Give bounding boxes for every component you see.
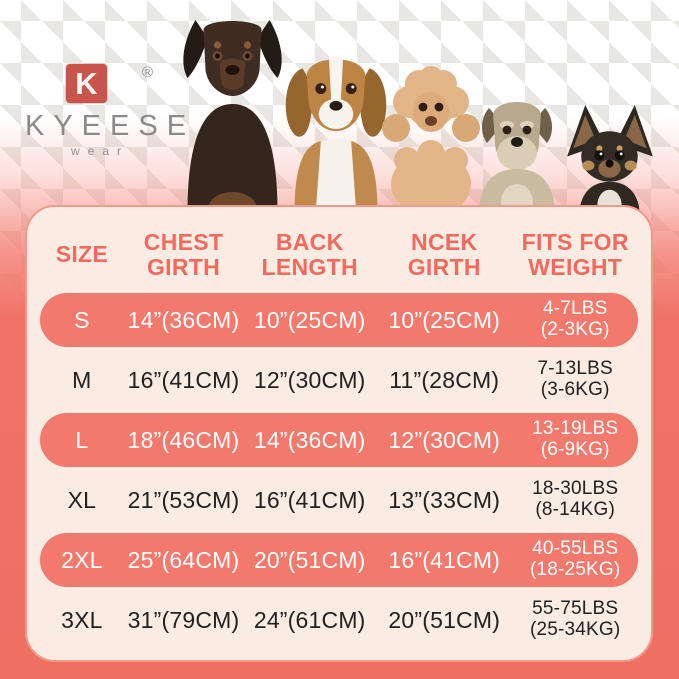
logo-k-icon: K [66, 64, 107, 103]
size-value: 2XL [61, 546, 103, 573]
column-header-weight: FITS FOR WEIGHT [521, 228, 629, 280]
weight-value: 4-7LBS (2-3KG) [540, 298, 610, 340]
poodle-dog-photo [382, 66, 480, 214]
chest-value: 14”(36CM) [127, 306, 240, 333]
weight-value: 55-75LBS (25-34KG) [529, 598, 621, 640]
table-header-row: SIZE CHEST GIRTH BACK LENGTH NCEK GIRTH … [40, 217, 638, 293]
neck-value: 11”(28CM) [389, 366, 500, 393]
back-value: 24”(61CM) [253, 606, 366, 633]
neck-value: 13”(33CM) [388, 486, 501, 513]
size-chart-card: SIZE CHEST GIRTH BACK LENGTH NCEK GIRTH … [25, 205, 653, 662]
table-row-size-s: S 14”(36CM) 10”(25CM) 10”(25CM) 4-7LBS (… [40, 293, 638, 347]
weight-value: 40-55LBS (18-25KG) [529, 538, 621, 580]
chihuahua-dog-photo [567, 105, 653, 216]
weight-value: 7-13LBS (3-6KG) [537, 358, 613, 400]
registered-trademark-symbol: ® [142, 64, 154, 81]
size-value: S [74, 306, 90, 333]
table-row-size-m: M 16”(41CM) 12”(30CM) 11”(28CM) 7-13LBS … [40, 353, 638, 407]
size-value: XL [67, 486, 97, 513]
chest-value: 18”(46CM) [127, 426, 240, 453]
column-header-chest: CHEST GIRTH [143, 228, 224, 280]
chest-value: 21”(53CM) [127, 486, 240, 513]
back-value: 16”(41CM) [253, 486, 366, 513]
neck-value: 20”(51CM) [388, 606, 501, 633]
neck-value: 16”(41CM) [388, 546, 501, 573]
brand-name: KYEESE [25, 110, 196, 142]
column-header-back: BACK LENGTH [261, 228, 358, 280]
table-row-size-2xl: 2XL 25”(64CM) 20”(51CM) 16”(41CM) 40-55L… [40, 533, 638, 587]
back-value: 20”(51CM) [253, 546, 366, 573]
back-value: 14”(36CM) [253, 426, 366, 453]
size-value: L [75, 426, 89, 453]
back-value: 12”(30CM) [253, 366, 366, 393]
schnauzer-dog-photo [479, 102, 555, 216]
chest-value: 16”(41CM) [127, 366, 240, 393]
chest-value: 25”(64CM) [127, 546, 240, 573]
size-value: M [72, 366, 92, 393]
brand-tagline: wear [70, 144, 129, 158]
table-row-size-xl: XL 21”(53CM) 16”(41CM) 13”(33CM) 18-30LB… [40, 473, 638, 527]
size-value: 3XL [61, 606, 103, 633]
back-value: 10”(25CM) [253, 306, 366, 333]
table-row-size-3xl: 3XL 31”(79CM) 24”(61CM) 20”(51CM) 55-75L… [40, 593, 638, 647]
neck-value: 10”(25CM) [388, 306, 501, 333]
column-header-size: SIZE [55, 241, 109, 268]
beagle-dog-photo [285, 57, 387, 212]
table-row-size-l: L 18”(46CM) 14”(36CM) 12”(30CM) 13-19LBS… [40, 413, 638, 467]
neck-value: 12”(30CM) [388, 426, 501, 453]
weight-value: 18-30LBS (8-14KG) [532, 478, 619, 520]
doberman-dog-photo [183, 20, 282, 212]
weight-value: 13-19LBS (6-9KG) [532, 418, 619, 460]
column-header-neck: NCEK GIRTH [407, 228, 481, 280]
chest-value: 31”(79CM) [127, 606, 240, 633]
